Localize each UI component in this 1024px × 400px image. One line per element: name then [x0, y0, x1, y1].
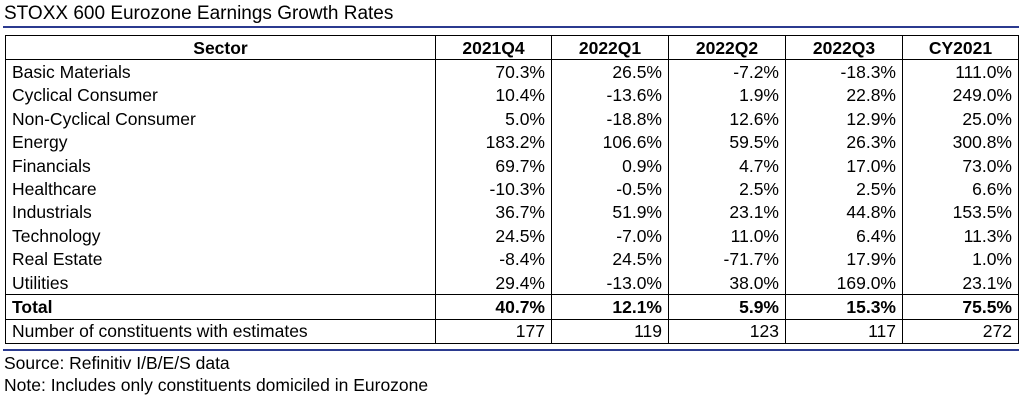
- total-value: 40.7%: [435, 294, 552, 320]
- table-row: Non-Cyclical Consumer 5.0% -18.8% 12.6% …: [5, 107, 1019, 131]
- value-cell: 22.8%: [785, 83, 903, 108]
- total-value: 75.5%: [902, 294, 1019, 320]
- value-cell: 183.2%: [435, 130, 552, 154]
- value-cell: 111.0%: [902, 59, 1019, 84]
- value-cell: 6.4%: [785, 224, 903, 248]
- constituents-count: 119: [551, 318, 669, 345]
- total-value: 15.3%: [785, 294, 903, 320]
- value-cell: -0.5%: [551, 177, 669, 201]
- value-cell: 44.8%: [785, 200, 903, 225]
- constituents-count: 177: [435, 318, 552, 345]
- value-cell: 10.4%: [435, 83, 552, 108]
- value-cell: -18.8%: [551, 107, 669, 131]
- value-cell: 1.9%: [668, 83, 786, 108]
- value-cell: 25.0%: [902, 107, 1019, 131]
- constituents-count: 117: [785, 318, 903, 345]
- value-cell: 169.0%: [785, 270, 903, 295]
- value-cell: 0.9%: [551, 153, 669, 178]
- value-cell: 2.5%: [668, 177, 786, 201]
- constituents-row: Number of constituents with estimates 17…: [5, 318, 1019, 345]
- source-note: Source: Refinitiv I/B/E/S data: [4, 353, 230, 373]
- sector-name: Real Estate: [5, 247, 436, 271]
- constituents-count: 272: [902, 318, 1019, 345]
- value-cell: -7.0%: [551, 224, 669, 248]
- value-cell: 5.0%: [435, 107, 552, 131]
- sector-name: Basic Materials: [5, 59, 436, 84]
- value-cell: 4.7%: [668, 153, 786, 178]
- column-header-2022q2: 2022Q2: [668, 34, 786, 61]
- title-rule: [3, 26, 1019, 28]
- sector-name: Cyclical Consumer: [5, 83, 436, 108]
- value-cell: 59.5%: [668, 130, 786, 154]
- column-header-2022q1: 2022Q1: [551, 34, 669, 61]
- total-row: Total 40.7% 12.1% 5.9% 15.3% 75.5%: [5, 294, 1019, 320]
- sector-name: Financials: [5, 153, 436, 178]
- value-cell: 12.9%: [785, 107, 903, 131]
- value-cell: 29.4%: [435, 270, 552, 295]
- total-label: Total: [5, 294, 436, 320]
- total-value: 12.1%: [551, 294, 669, 320]
- column-header-2022q3: 2022Q3: [785, 34, 903, 61]
- sector-name: Energy: [5, 130, 436, 154]
- footnote: Note: Includes only constituents domicil…: [4, 375, 429, 395]
- value-cell: 23.1%: [668, 200, 786, 225]
- value-cell: 36.7%: [435, 200, 552, 225]
- value-cell: 2.5%: [785, 177, 903, 201]
- table-row: Real Estate -8.4% 24.5% -71.7% 17.9% 1.0…: [5, 247, 1019, 271]
- value-cell: 51.9%: [551, 200, 669, 225]
- constituents-label: Number of constituents with estimates: [5, 318, 436, 345]
- value-cell: 106.6%: [551, 130, 669, 154]
- earnings-growth-table: Sector 2021Q4 2022Q1 2022Q2 2022Q3 CY202…: [5, 34, 1019, 345]
- table-row: Basic Materials 70.3% 26.5% -7.2% -18.3%…: [5, 59, 1019, 84]
- table-row: Energy 183.2% 106.6% 59.5% 26.3% 300.8%: [5, 130, 1019, 154]
- value-cell: -7.2%: [668, 59, 786, 84]
- value-cell: 70.3%: [435, 59, 552, 84]
- column-header-2021q4: 2021Q4: [435, 34, 552, 61]
- constituents-count: 123: [668, 318, 786, 345]
- value-cell: 69.7%: [435, 153, 552, 178]
- value-cell: -10.3%: [435, 177, 552, 201]
- value-cell: 23.1%: [902, 270, 1019, 295]
- value-cell: -71.7%: [668, 247, 786, 271]
- table-header-row: Sector 2021Q4 2022Q1 2022Q2 2022Q3 CY202…: [5, 34, 1019, 61]
- value-cell: 73.0%: [902, 153, 1019, 178]
- value-cell: 26.3%: [785, 130, 903, 154]
- sector-name: Utilities: [5, 270, 436, 295]
- value-cell: 12.6%: [668, 107, 786, 131]
- page-title: STOXX 600 Eurozone Earnings Growth Rates: [4, 3, 394, 24]
- value-cell: -18.3%: [785, 59, 903, 84]
- table-row: Healthcare -10.3% -0.5% 2.5% 2.5% 6.6%: [5, 177, 1019, 201]
- table-row: Cyclical Consumer 10.4% -13.6% 1.9% 22.8…: [5, 83, 1019, 108]
- value-cell: 11.0%: [668, 224, 786, 248]
- value-cell: 153.5%: [902, 200, 1019, 225]
- value-cell: 24.5%: [551, 247, 669, 271]
- sector-name: Technology: [5, 224, 436, 248]
- table-row: Financials 69.7% 0.9% 4.7% 17.0% 73.0%: [5, 153, 1019, 178]
- column-header-cy2021: CY2021: [902, 34, 1019, 61]
- value-cell: 17.9%: [785, 247, 903, 271]
- value-cell: 11.3%: [902, 224, 1019, 248]
- sector-name: Healthcare: [5, 177, 436, 201]
- value-cell: 24.5%: [435, 224, 552, 248]
- value-cell: -13.6%: [551, 83, 669, 108]
- sector-name: Industrials: [5, 200, 436, 225]
- footer-rule: [3, 349, 1019, 351]
- value-cell: 300.8%: [902, 130, 1019, 154]
- value-cell: 38.0%: [668, 270, 786, 295]
- value-cell: 26.5%: [551, 59, 669, 84]
- sector-name: Non-Cyclical Consumer: [5, 107, 436, 131]
- value-cell: -13.0%: [551, 270, 669, 295]
- total-value: 5.9%: [668, 294, 786, 320]
- table-row: Utilities 29.4% -13.0% 38.0% 169.0% 23.1…: [5, 270, 1019, 295]
- value-cell: 249.0%: [902, 83, 1019, 108]
- value-cell: 6.6%: [902, 177, 1019, 201]
- value-cell: -8.4%: [435, 247, 552, 271]
- table-row: Industrials 36.7% 51.9% 23.1% 44.8% 153.…: [5, 200, 1019, 225]
- value-cell: 17.0%: [785, 153, 903, 178]
- column-header-sector: Sector: [5, 34, 436, 61]
- table-row: Technology 24.5% -7.0% 11.0% 6.4% 11.3%: [5, 224, 1019, 248]
- value-cell: 1.0%: [902, 247, 1019, 271]
